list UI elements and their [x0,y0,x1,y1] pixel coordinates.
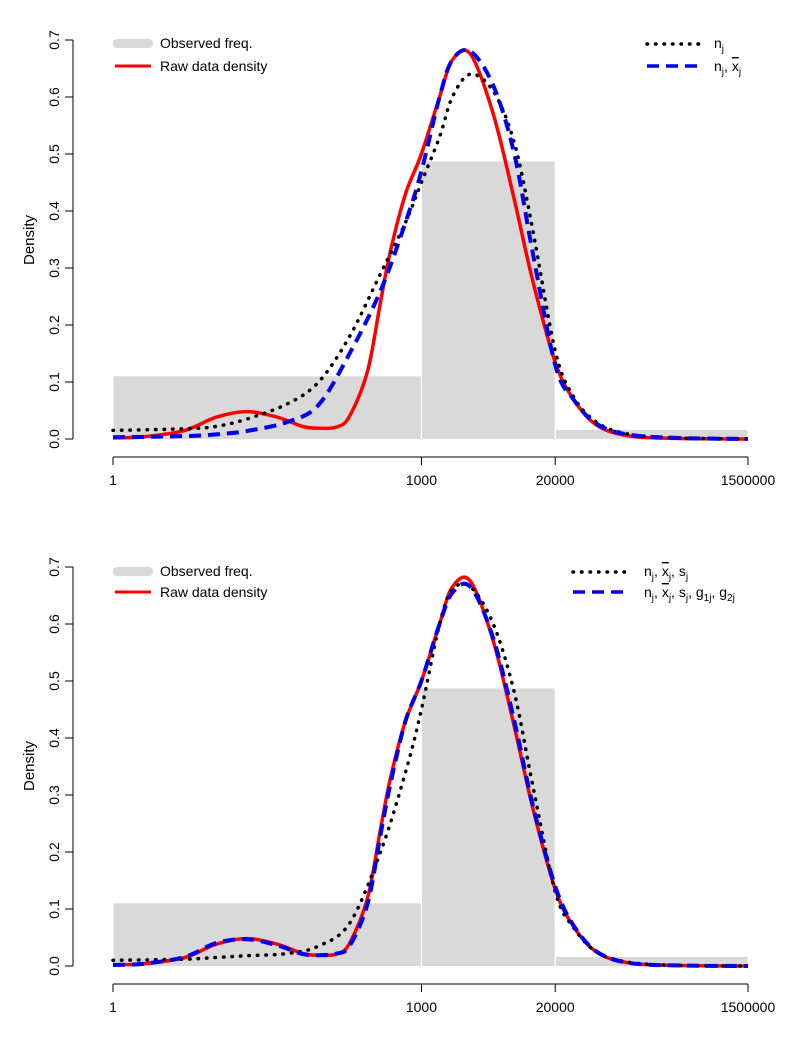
legend-right-bottom: nj, xj, sj nj, xj, sj, g1j, g2j [571,563,735,604]
y-tick-label-top-7: 0.6 [46,87,62,107]
axes-bottom: 1 1000 20000 1500000 0.0 0.1 0.2 0.3 0.4 0.5 0.6 0.… [46,557,775,1015]
y-tick-label-bottom-3: 0.2 [46,842,62,862]
histogram-bar-bottom-3 [555,956,748,966]
y-tick-label-top-6: 0.5 [46,144,62,164]
legend-label-nj-xj-top: nj, xj [714,58,741,78]
x-tick-label-bottom-4: 1500000 [721,999,776,1015]
density-curves-top [111,47,750,441]
y-tick-label-top-5: 0.4 [46,201,62,221]
y-tick-label-bottom-1: 0.0 [46,956,62,976]
x-tick-label-top-2: 1000 [406,472,437,488]
histogram-bar-bottom-1 [113,903,421,966]
legend-left-bottom: Observed freq. Raw data density [113,563,267,600]
x-tick-label-top-4: 1500000 [721,472,776,488]
legend-swatch-observed-top [113,39,153,48]
y-tick-label-top-4: 0.3 [46,258,62,278]
series-line-bottom-3 [112,581,749,968]
series-line-top-3 [112,47,749,441]
density-plot-bottom: 1 1000 20000 1500000 0.0 0.1 0.2 0.3 0.4 0.5 0.6 0.… [21,557,775,1015]
histogram-bar-top-2 [422,161,555,439]
y-tick-label-top-3: 0.2 [46,315,62,335]
y-tick-label-bottom-2: 0.1 [46,899,62,919]
histogram-bar-top-3 [555,429,748,439]
legend-label-nj-xj-sj-bottom: nj, xj, sj [644,563,688,583]
legend-label-raw-bottom: Raw data density [160,584,267,600]
density-plot-top: 1 1000 20000 1500000 0.0 0.1 0.2 0.3 0.4 0.5 0.6 0.… [21,30,775,488]
legend-swatch-observed-bottom [113,567,153,576]
y-tick-label-bottom-4: 0.3 [46,785,62,805]
y-tick-label-bottom-6: 0.5 [46,671,62,691]
legend-label-observed-bottom: Observed freq. [160,563,253,579]
density-curves-bottom [111,575,750,968]
series-line-top-2 [111,72,750,441]
y-tick-label-top-2: 0.1 [46,372,62,392]
legend-left-top: Observed freq. Raw data density [113,35,267,74]
y-tick-label-top-8: 0.7 [46,30,62,50]
x-tick-label-top-1: 1 [109,472,117,488]
series-line-bottom-2 [111,582,750,968]
y-axis-label-top: Density [21,214,38,265]
axes-top: 1 1000 20000 1500000 0.0 0.1 0.2 0.3 0.4 0.5 0.6 0.… [46,30,775,488]
legend-right-top: nj nj, xj [645,35,741,78]
x-tick-label-bottom-1: 1 [109,999,117,1015]
y-tick-label-bottom-5: 0.4 [46,728,62,748]
histogram-bars-top [113,161,748,439]
histogram-bars-bottom [113,688,748,966]
histogram-bar-top-1 [113,376,421,439]
histogram-bar-bottom-2 [422,688,555,966]
legend-label-nj-top: nj [714,35,724,55]
x-tick-label-bottom-2: 1000 [406,999,437,1015]
legend-label-full-bottom: nj, xj, sj, g1j, g2j [644,584,735,604]
y-tick-label-top-1: 0.0 [46,429,62,449]
y-tick-label-bottom-8: 0.7 [46,557,62,577]
legend-label-raw-top: Raw data density [160,58,267,74]
legend-label-observed-top: Observed freq. [160,35,253,51]
x-tick-label-bottom-3: 20000 [536,999,575,1015]
y-axis-label-bottom: Density [21,740,38,791]
y-tick-label-bottom-7: 0.6 [46,614,62,634]
x-tick-label-top-3: 20000 [536,472,575,488]
